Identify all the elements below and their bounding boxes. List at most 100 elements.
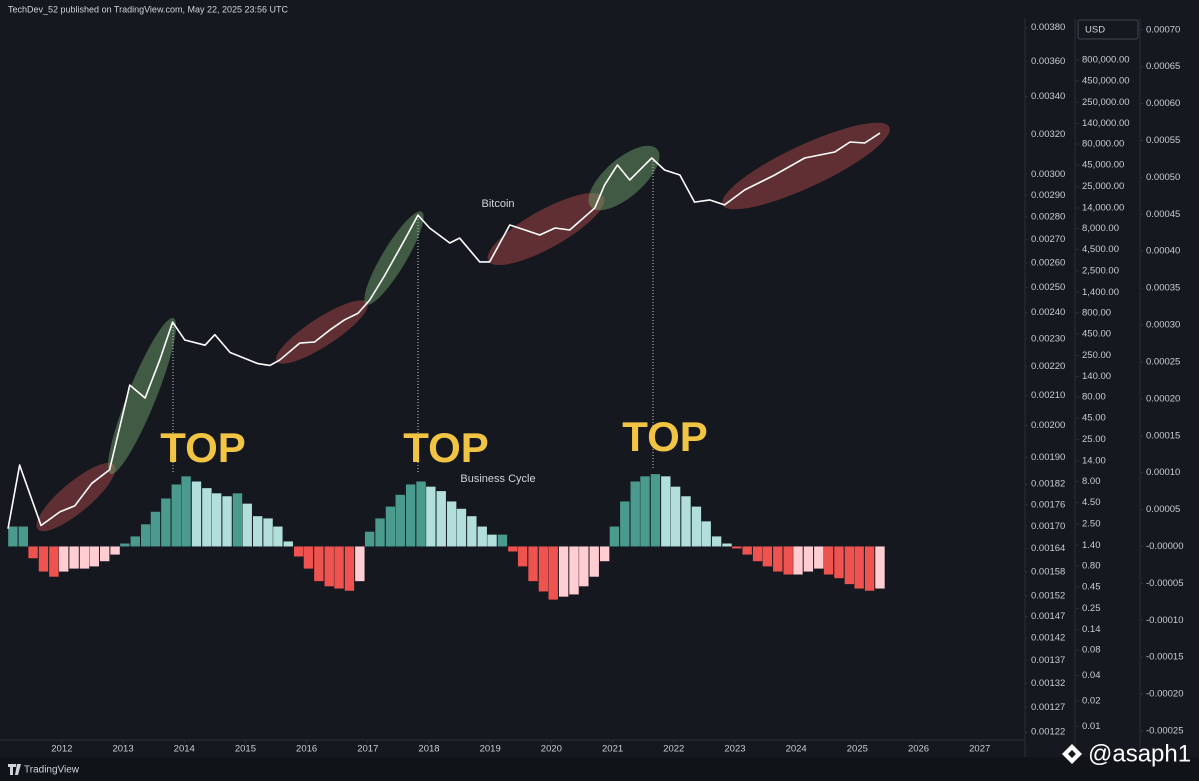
currency-label: USD [1085, 25, 1105, 36]
bar [742, 546, 752, 555]
bar [517, 546, 528, 567]
bar [548, 546, 558, 600]
bar [69, 546, 79, 569]
y-tick-label: -0.00015 [1146, 652, 1184, 663]
x-tick-label: 2016 [296, 744, 317, 755]
y-tick-label: 450,000.00 [1082, 75, 1130, 86]
y-tick-label: 800,000.00 [1082, 54, 1130, 65]
bar [211, 493, 222, 547]
y-tick-label: -0.00020 [1146, 689, 1184, 700]
bar [426, 486, 436, 547]
x-tick-label: 2012 [51, 744, 72, 755]
bar [599, 546, 610, 562]
bar [283, 541, 293, 547]
y-tick-label: 2,500.00 [1082, 266, 1119, 277]
y-tick-label: 0.00015 [1146, 430, 1180, 441]
bar [467, 516, 477, 547]
bar [334, 546, 344, 589]
bar [110, 546, 120, 555]
y-tick-label: 14.00 [1082, 455, 1106, 466]
currency-box: USD [1077, 19, 1139, 40]
x-tick-label: 2021 [602, 744, 623, 755]
series-label: Business Cycle [460, 473, 535, 485]
bar [446, 501, 457, 547]
y-tick-label: 8,000.00 [1082, 223, 1119, 234]
y-tick-label: 0.00127 [1031, 702, 1065, 713]
y-tick-label: 0.01 [1082, 721, 1101, 732]
bar [150, 511, 161, 547]
bar [538, 546, 549, 592]
x-tick-label: 2013 [112, 744, 133, 755]
header: TechDev_52 published on TradingView.com,… [8, 4, 289, 14]
y-tick-label: 0.00040 [1146, 246, 1180, 257]
bar [569, 546, 579, 595]
bar [630, 481, 640, 547]
y-tick-label: 450.00 [1082, 328, 1111, 339]
bar [252, 516, 263, 547]
price-line [7, 132, 881, 529]
bar [293, 546, 304, 557]
y-tick-label: 0.45 [1082, 581, 1101, 592]
y-tick-label: 0.00050 [1146, 172, 1180, 183]
bar [691, 506, 702, 547]
bar [171, 484, 181, 547]
axes: 0.00380 0.00360 0.00340 0.00320 0.00300 0.002… [51, 22, 1183, 754]
y-tick-label: 0.00142 [1031, 633, 1065, 644]
bar [681, 496, 691, 547]
bar [8, 526, 18, 547]
bar [375, 518, 385, 547]
y-tick-label: 800.00 [1082, 307, 1111, 318]
y-tick-label: 0.80 [1082, 560, 1101, 571]
bar [89, 546, 99, 567]
y-tick-label: 0.00270 [1031, 234, 1065, 245]
y-tick-label: 0.25 [1082, 603, 1101, 614]
y-tick-label: 0.00176 [1031, 499, 1065, 510]
x-tick-label: 2020 [541, 744, 562, 755]
bar [79, 546, 90, 569]
highlight-red [722, 122, 890, 210]
y-tick-label: 4,500.00 [1082, 244, 1119, 255]
bar [661, 476, 671, 547]
bar [609, 526, 620, 547]
y-tick-label: 0.00035 [1146, 283, 1180, 294]
bar [783, 546, 793, 575]
bar [202, 488, 212, 547]
y-tick-label: 0.00380 [1031, 22, 1065, 33]
y-tick-label: 0.00280 [1031, 212, 1065, 223]
bar [579, 546, 589, 587]
annotation: TOP [160, 424, 246, 471]
bar [99, 546, 110, 562]
bar [436, 491, 446, 547]
y-tick-label: 0.00147 [1031, 611, 1065, 622]
bar [28, 546, 38, 559]
bar [732, 546, 742, 549]
bar [58, 546, 69, 572]
bar [303, 546, 314, 569]
bar [650, 474, 661, 547]
y-tick-label: 0.00132 [1031, 678, 1065, 689]
bar [722, 543, 732, 547]
y-tick-label: 0.00005 [1146, 504, 1180, 515]
y-tick-label: 25.00 [1082, 434, 1106, 445]
y-tick-label: 0.00164 [1031, 543, 1065, 554]
currency-frame [1077, 19, 1139, 40]
x-tick-label: 2025 [847, 744, 868, 755]
y-tick-label: 0.00010 [1146, 467, 1180, 478]
bar [701, 521, 711, 547]
bar [405, 484, 416, 547]
y-tick-label: 0.00240 [1031, 307, 1065, 318]
y-tick-label: 0.00220 [1031, 361, 1065, 372]
y-tick-label: 0.00340 [1031, 91, 1065, 102]
bar [497, 534, 508, 547]
y-tick-label: 0.00230 [1031, 334, 1065, 345]
bar [487, 534, 497, 547]
y-tick-label: 0.00020 [1146, 393, 1180, 404]
highlight-red [276, 300, 368, 364]
y-tick-label: 0.00360 [1031, 56, 1065, 67]
y-tick-label: 0.00260 [1031, 258, 1065, 269]
bar [620, 501, 630, 547]
y-tick-label: 0.00060 [1146, 98, 1180, 109]
bar [242, 503, 252, 547]
bar [823, 546, 834, 575]
